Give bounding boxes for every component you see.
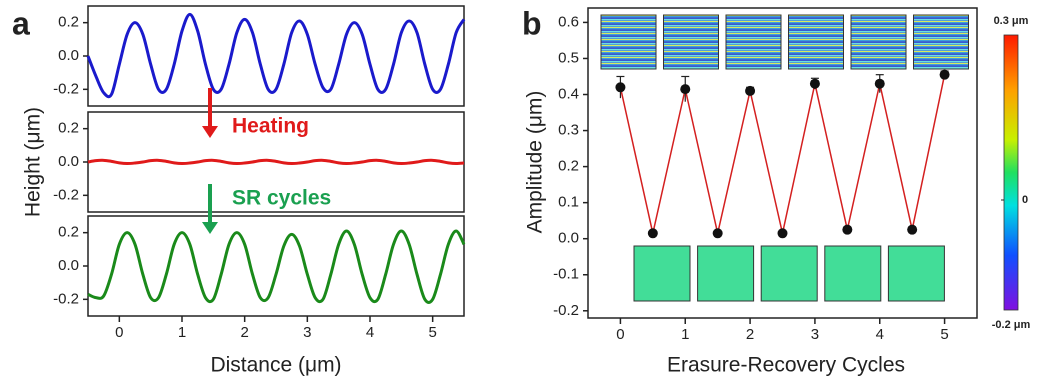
colorbar-label: 0 xyxy=(1022,194,1028,206)
y-tick-label: 0.0 xyxy=(58,47,79,64)
point xyxy=(842,225,852,235)
inset-image xyxy=(914,15,969,69)
y-tick-label: 0.5 xyxy=(558,49,579,66)
y-tick-label: -0.2 xyxy=(53,80,79,97)
x-tick-label: 2 xyxy=(240,324,248,341)
x-tick-label: 3 xyxy=(303,324,311,341)
point xyxy=(745,86,755,96)
point xyxy=(907,225,917,235)
x-tick-label: 4 xyxy=(366,324,374,341)
x-tick-label: 3 xyxy=(811,326,819,343)
y-tick-label: -0.1 xyxy=(553,266,579,283)
y-tick-label: 0.0 xyxy=(558,230,579,247)
annotation: Heating xyxy=(232,115,309,138)
panel-label: b xyxy=(522,5,542,41)
x-tick-label: 4 xyxy=(876,326,884,343)
y-axis-title: Amplitude (μm) xyxy=(524,91,547,234)
x-tick-label: 1 xyxy=(681,326,689,343)
line xyxy=(620,75,944,234)
arrow-head xyxy=(202,222,218,234)
line xyxy=(88,231,464,302)
point xyxy=(810,79,820,89)
y-tick-label: -0.2 xyxy=(53,290,79,307)
point xyxy=(648,228,658,238)
panel-label: a xyxy=(12,5,30,41)
y-tick-label: -0.2 xyxy=(53,186,79,203)
inset-image xyxy=(726,15,781,69)
x-axis-title: Erasure-Recovery Cycles xyxy=(667,354,905,377)
x-tick-label: 5 xyxy=(940,326,948,343)
colorbar xyxy=(1004,35,1018,310)
x-tick-label: 2 xyxy=(746,326,754,343)
y-tick-label: 0.3 xyxy=(558,122,579,139)
inset-image xyxy=(761,246,817,301)
annotation: SR cycles xyxy=(232,187,331,210)
x-tick-label: 5 xyxy=(428,324,436,341)
y-tick-label: 0.0 xyxy=(58,153,79,170)
y-axis-title: Height (μm) xyxy=(22,107,45,217)
y-tick-label: 0.2 xyxy=(58,224,79,241)
y-tick-label: 0.6 xyxy=(558,13,579,30)
y-tick-label: 0.2 xyxy=(58,14,79,31)
x-tick-label: 0 xyxy=(115,324,123,341)
line xyxy=(88,14,464,96)
colorbar-label: 0.3 μm xyxy=(994,15,1029,27)
colorbar-label: -0.2 μm xyxy=(992,319,1031,331)
x-tick-label: 1 xyxy=(178,324,186,341)
y-tick-label: 0.2 xyxy=(58,120,79,137)
point xyxy=(940,70,950,80)
point xyxy=(875,79,885,89)
point xyxy=(778,228,788,238)
y-tick-label: 0.4 xyxy=(558,85,579,102)
point xyxy=(615,82,625,92)
figure: a b Distance (μm) Height (μm) Erasure-Re… xyxy=(0,0,1037,385)
point xyxy=(713,228,723,238)
line xyxy=(88,160,464,163)
point xyxy=(680,84,690,94)
inset-image xyxy=(888,246,944,301)
inset-image xyxy=(698,246,754,301)
x-tick-label: 0 xyxy=(616,326,624,343)
x-axis-title: Distance (μm) xyxy=(210,354,341,377)
inset-image xyxy=(664,15,719,69)
y-tick-label: 0.0 xyxy=(58,257,79,274)
inset-image xyxy=(789,15,844,69)
inset-image xyxy=(601,15,656,69)
arrow-head xyxy=(202,126,218,138)
y-tick-label: 0.2 xyxy=(558,158,579,175)
plot-frame xyxy=(88,216,464,316)
inset-image xyxy=(634,246,690,301)
y-tick-label: -0.2 xyxy=(553,302,579,319)
inset-image xyxy=(851,15,906,69)
inset-image xyxy=(825,246,881,301)
y-tick-label: 0.1 xyxy=(558,194,579,211)
